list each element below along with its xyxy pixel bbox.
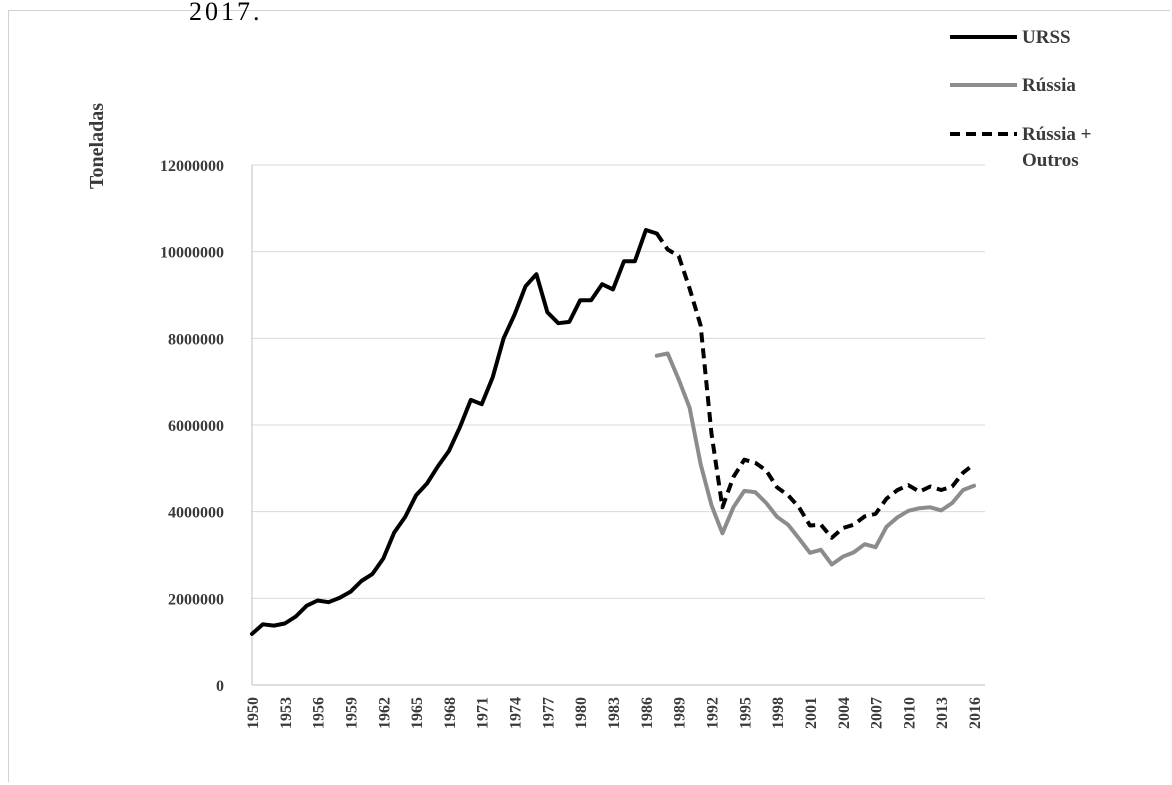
x-tick-label: 1965 bbox=[409, 697, 426, 729]
x-tick-label: 2007 bbox=[869, 697, 886, 729]
x-tick-label: 2013 bbox=[934, 697, 951, 729]
x-tick-label: 2016 bbox=[967, 697, 984, 729]
x-tick-label: 1998 bbox=[770, 697, 787, 729]
y-tick-label: 12000000 bbox=[160, 158, 224, 175]
y-tick-label: 8000000 bbox=[168, 331, 224, 348]
legend: URSS Rússia Rússia + Outros bbox=[950, 27, 1091, 171]
x-tick-label: 1959 bbox=[343, 697, 360, 729]
x-tick-label: 1980 bbox=[573, 697, 590, 729]
x-tick-label: 1956 bbox=[311, 697, 328, 729]
x-tick-label: 1983 bbox=[606, 697, 623, 729]
x-axis-ticks: 1950 1953 1956 1959 1962 1965 1968 1971 1974 1977… bbox=[245, 697, 984, 729]
caption-fragment: 2017. bbox=[189, 0, 263, 26]
x-tick-label: 1962 bbox=[376, 697, 393, 729]
x-tick-label: 1968 bbox=[442, 697, 459, 729]
y-tick-label: 6000000 bbox=[168, 418, 224, 435]
legend-label-russia: Rússia bbox=[1022, 75, 1076, 96]
x-tick-label: 1971 bbox=[475, 697, 492, 729]
y-axis-ticks: 0 2000000 4000000 6000000 8000000 10000000 120… bbox=[160, 158, 224, 695]
y-axis-label: Toneladas bbox=[86, 103, 108, 189]
series-line-russia bbox=[654, 351, 977, 567]
x-tick-label: 2004 bbox=[836, 697, 853, 729]
x-tick-label: 1974 bbox=[508, 697, 525, 729]
chart-frame: 2017. bbox=[8, 0, 1170, 782]
legend-label-russia-outros: Rússia + Outros bbox=[1022, 124, 1091, 171]
x-tick-label: 1986 bbox=[639, 697, 656, 729]
y-tick-label: 4000000 bbox=[168, 505, 224, 522]
x-tick-label: 1992 bbox=[704, 697, 721, 729]
x-tick-label: 2010 bbox=[901, 697, 918, 729]
y-tick-label: 0 bbox=[216, 678, 224, 695]
x-tick-label: 1953 bbox=[278, 697, 295, 729]
legend-label-urss: URSS bbox=[1022, 27, 1071, 48]
series-lines bbox=[250, 228, 977, 636]
x-tick-label: 1995 bbox=[737, 697, 754, 729]
x-tick-label: 1977 bbox=[540, 697, 557, 729]
x-tick-label: 2001 bbox=[803, 697, 820, 729]
series-line-russia-outros bbox=[655, 232, 976, 540]
x-tick-label: 1950 bbox=[245, 697, 262, 729]
x-tick-label: 1989 bbox=[672, 697, 689, 729]
y-tick-label: 10000000 bbox=[160, 245, 224, 262]
series-line-urss bbox=[250, 228, 659, 636]
gridlines bbox=[251, 164, 985, 686]
y-tick-label: 2000000 bbox=[168, 591, 224, 608]
